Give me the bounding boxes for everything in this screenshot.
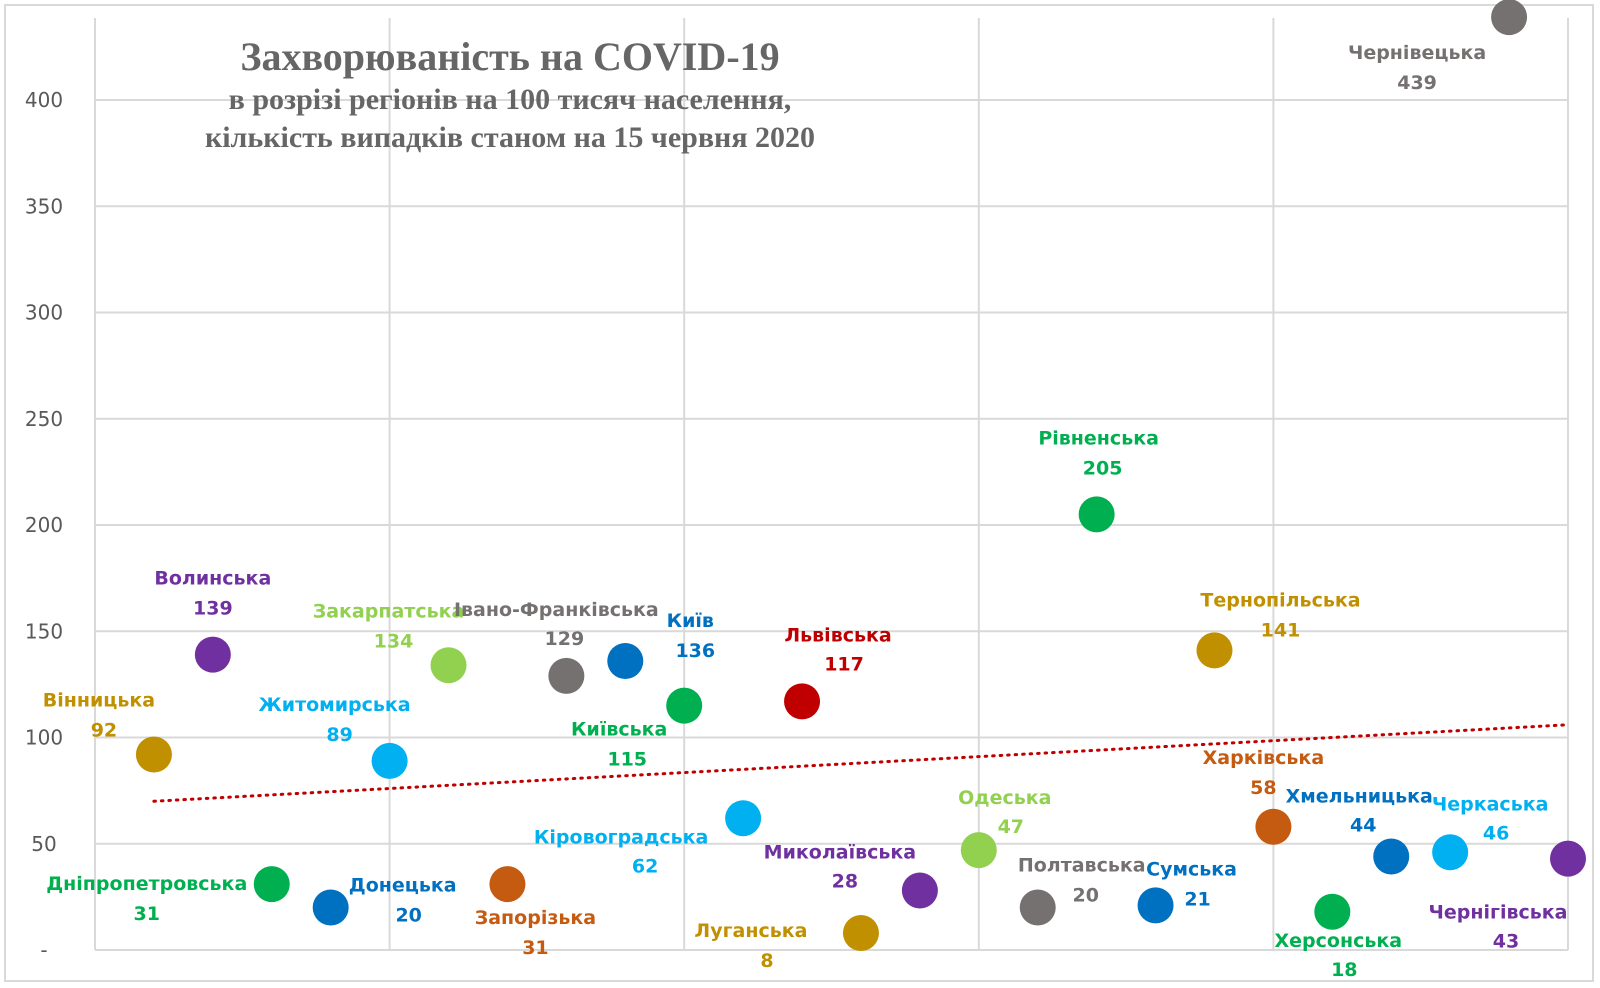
data-point[interactable] [1019,889,1056,926]
y-tick-label: 100 [25,726,63,750]
labels-layer: Вінницька 92 Волинська 139 Дніпропетровська 3… [43,42,1568,981]
trendline-layer [152,723,1570,803]
data-point[interactable] [960,832,997,869]
data-point[interactable] [548,657,585,694]
point-value-label: 58 [1250,777,1276,799]
point-name-label: Харківська [1203,747,1325,769]
point-value-label: 31 [134,903,160,925]
point-value-label: 47 [998,816,1024,838]
point-name-label: Львівська [784,624,891,646]
data-point[interactable] [194,636,231,673]
y-tick-label: 250 [25,407,63,431]
point-name-label: Кіровоградська [534,826,708,848]
y-tick-label: 400 [25,88,63,112]
grid-layer [94,18,1569,951]
point-name-label: Хмельницька [1286,786,1433,808]
point-name-label: Волинська [154,568,271,590]
point-value-label: 43 [1493,931,1519,953]
point-value-label: 141 [1261,619,1301,641]
data-point[interactable] [842,915,879,951]
y-tick-label: 300 [25,301,63,325]
point-value-label: 44 [1350,815,1376,837]
point-name-label: Дніпропетровська [46,873,247,895]
data-point[interactable] [489,866,526,903]
point-value-label: 89 [326,724,352,746]
data-point[interactable] [1491,0,1528,36]
point-name-label: Чернігівська [1429,902,1568,924]
point-value-label: 115 [607,749,647,771]
data-point[interactable] [1196,632,1233,669]
y-tick-label: 350 [25,194,63,218]
data-point[interactable] [1432,834,1469,871]
data-point[interactable] [135,736,172,773]
point-name-label: Закарпатська [313,600,465,622]
point-name-label: Запорізька [475,907,596,929]
point-name-label: Донецька [349,875,457,897]
point-name-label: Миколаївська [764,842,916,864]
data-point[interactable] [1314,893,1351,930]
chart-frame [4,4,1594,982]
point-value-label: 18 [1331,959,1357,981]
point-value-label: 439 [1397,72,1437,94]
point-name-label: Вінницька [43,690,155,712]
point-value-label: 28 [832,871,858,893]
point-name-label: Київська [571,719,667,741]
point-value-label: 46 [1483,822,1509,844]
point-value-label: 134 [374,630,414,652]
trendline [152,723,1570,803]
point-value-label: 117 [824,653,864,675]
point-name-label: Херсонська [1275,930,1403,952]
chart-title: Захворюваність на COVID-19 [240,34,779,79]
data-point[interactable] [607,643,644,679]
point-name-label: Одеська [958,787,1051,809]
point-value-label: 8 [760,950,773,972]
point-value-label: 92 [91,720,117,742]
point-name-label: Івано-Франківська [454,599,659,621]
point-name-label: Тернопільська [1200,589,1360,611]
data-point[interactable] [666,687,703,724]
point-name-label: Сумська [1146,858,1237,880]
data-point[interactable] [371,742,408,779]
data-point[interactable] [1078,496,1115,533]
data-point[interactable] [784,683,821,720]
data-point[interactable] [1373,838,1410,875]
data-point[interactable] [253,866,290,903]
point-name-label: Київ [667,610,714,632]
chart-subtitle-line-1: в розрізі регіонів на 100 тисяч населенн… [229,83,792,116]
data-point[interactable] [1137,887,1174,924]
data-point[interactable] [1550,840,1586,877]
y-tick-label: - [40,938,47,962]
point-name-label: Рівненська [1038,427,1159,449]
point-value-label: 139 [193,598,233,620]
data-point[interactable] [312,889,349,926]
point-name-label: Луганська [694,920,807,942]
chart-subtitle-line-2: кількість випадків станом на 15 червня 2… [205,121,815,154]
data-point[interactable] [725,800,762,837]
point-value-label: 21 [1184,888,1210,910]
point-value-label: 136 [675,640,715,662]
point-name-label: Черкаська [1432,793,1549,815]
data-point[interactable] [430,647,467,684]
y-axis: - 50 100 150 200 250 300 350 400 [25,88,63,962]
point-value-label: 20 [1072,885,1098,907]
point-name-label: Чернівецька [1348,42,1486,64]
point-value-label: 62 [632,855,658,877]
y-tick-label: 150 [25,619,63,643]
y-tick-label: 50 [31,832,56,856]
y-tick-label: 200 [25,513,63,537]
point-value-label: 31 [522,937,548,959]
point-value-label: 20 [395,905,421,927]
point-name-label: Полтавська [1018,855,1146,877]
data-point[interactable] [901,872,938,909]
chart-title-block: Захворюваність на COVID-19 в розрізі рег… [205,34,815,154]
point-name-label: Житомирська [259,694,411,716]
point-value-label: 205 [1083,457,1123,479]
point-value-label: 129 [545,628,585,650]
data-point[interactable] [1255,808,1292,845]
points-layer [135,0,1586,951]
